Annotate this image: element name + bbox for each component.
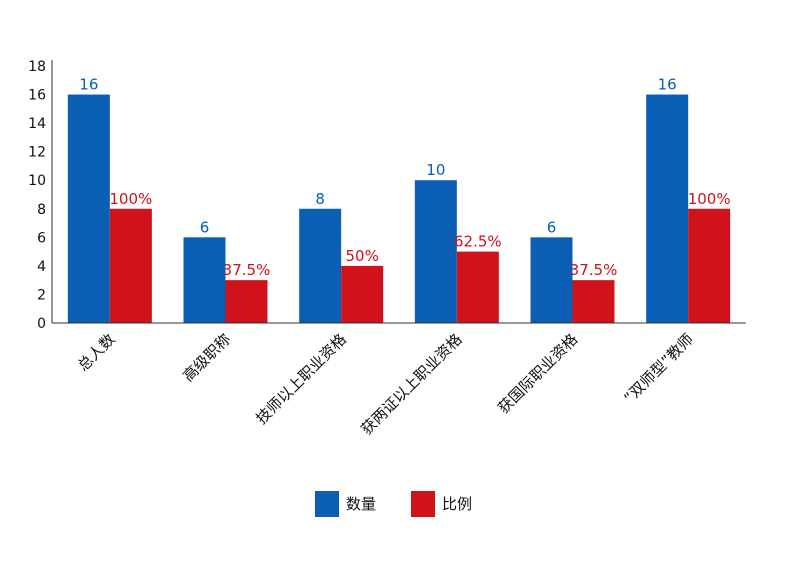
bar-ratio [109, 208, 152, 323]
bar-count [183, 237, 226, 323]
y-tick-label: 4 [37, 259, 46, 275]
legend-label-series-2: 比例 [442, 495, 472, 513]
data-label: 62.5% [454, 233, 502, 251]
y-tick-label: 14 [28, 116, 46, 132]
data-labels: 16 100% 6 37.5% 8 50% 10 62.5% 6 37.5% 16 100% [79, 76, 730, 280]
x-category-label: 高级职称 [179, 330, 234, 385]
x-category-label: 获国际职业资格 [494, 330, 581, 417]
y-tick-label: 2 [37, 287, 46, 303]
y-axis-ticks: 0 2 4 6 8 10 12 14 16 18 [28, 59, 46, 332]
x-axis-categories: 总人数 高级职称 技师以上职业资格 获两证以上职业资格 获国际职业资格 “双师型”教师 [74, 330, 697, 438]
bar-ratio [572, 280, 615, 323]
bar-ratio [688, 208, 731, 323]
data-label: 6 [547, 218, 557, 236]
bar-count [414, 180, 457, 323]
data-label: 6 [200, 218, 210, 236]
data-label: 100% [688, 190, 731, 208]
bar-count [67, 94, 110, 323]
x-category-label: 获两证以上职业资格 [357, 330, 465, 438]
data-label: 10 [426, 161, 445, 179]
y-tick-label: 6 [37, 230, 46, 246]
y-tick-label: 16 [28, 88, 46, 104]
bar-count [530, 237, 573, 323]
y-tick-label: 18 [28, 59, 46, 75]
legend-swatch-series-1 [315, 491, 339, 517]
data-label: 16 [79, 76, 98, 94]
data-label: 100% [109, 190, 152, 208]
bar-count [299, 208, 342, 323]
x-category-label: 总人数 [74, 330, 119, 375]
y-tick-label: 12 [28, 145, 46, 161]
y-tick-label: 10 [28, 173, 46, 189]
data-label: 37.5% [570, 261, 618, 279]
data-label: 8 [315, 190, 325, 208]
y-tick-label: 8 [37, 202, 46, 218]
x-category-label: “双师型”教师 [620, 330, 697, 407]
bar-count [646, 94, 689, 323]
legend-swatch-series-2 [411, 491, 435, 517]
bar-ratio [341, 265, 384, 323]
data-label: 50% [345, 247, 378, 265]
y-tick-label: 0 [37, 316, 46, 332]
x-category-label: 技师以上职业资格 [252, 330, 350, 428]
bars [67, 94, 731, 323]
legend-label-series-1: 数量 [346, 495, 376, 513]
bar-ratio [456, 251, 499, 323]
data-label: 16 [658, 76, 677, 94]
legend: 数量 比例 [315, 491, 472, 517]
data-label: 37.5% [223, 261, 271, 279]
bar-ratio [225, 280, 268, 323]
